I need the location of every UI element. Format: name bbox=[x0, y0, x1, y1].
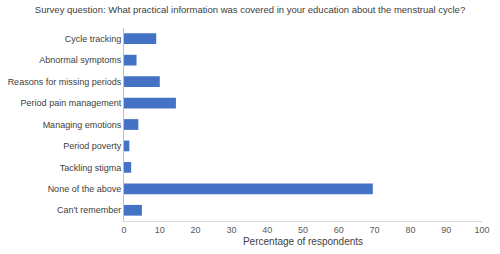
svg-text:70: 70 bbox=[370, 225, 380, 235]
svg-text:Period poverty: Period poverty bbox=[63, 141, 122, 151]
svg-text:20: 20 bbox=[191, 225, 201, 235]
svg-text:30: 30 bbox=[226, 225, 236, 235]
svg-text:80: 80 bbox=[405, 225, 415, 235]
svg-text:50: 50 bbox=[298, 225, 308, 235]
svg-text:100: 100 bbox=[474, 225, 489, 235]
svg-text:Reasons for missing periods: Reasons for missing periods bbox=[8, 77, 122, 87]
svg-text:Tackling stigma: Tackling stigma bbox=[60, 163, 122, 173]
svg-text:Managing emotions: Managing emotions bbox=[43, 120, 122, 130]
svg-text:Abnormal symptoms: Abnormal symptoms bbox=[39, 55, 122, 65]
svg-text:Survey question: What practica: Survey question: What practical informat… bbox=[35, 4, 465, 15]
svg-text:Can't remember: Can't remember bbox=[57, 205, 121, 215]
svg-text:Cycle tracking: Cycle tracking bbox=[65, 34, 122, 44]
svg-text:60: 60 bbox=[334, 225, 344, 235]
svg-text:40: 40 bbox=[262, 225, 272, 235]
svg-text:90: 90 bbox=[441, 225, 451, 235]
svg-text:Percentage of respondents: Percentage of respondents bbox=[243, 236, 363, 247]
svg-text:0: 0 bbox=[121, 225, 126, 235]
svg-text:None of the above: None of the above bbox=[48, 184, 122, 194]
svg-text:10: 10 bbox=[155, 225, 165, 235]
svg-text:Period pain management: Period pain management bbox=[21, 98, 122, 108]
